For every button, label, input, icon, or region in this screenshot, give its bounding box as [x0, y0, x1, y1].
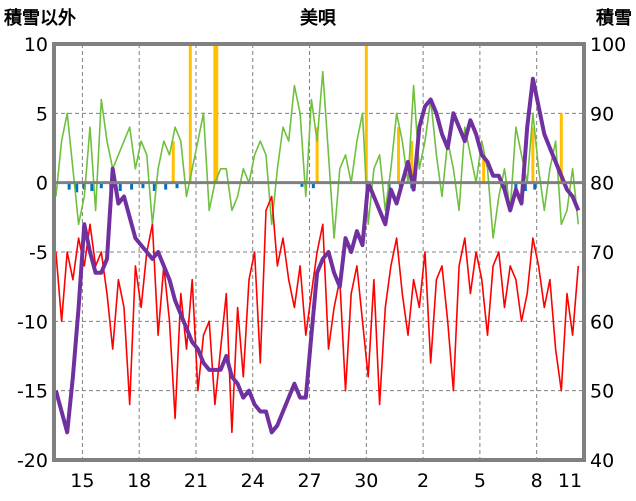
x-tick-label: 15: [70, 470, 94, 492]
right-tick-label: 80: [590, 173, 614, 195]
precip-bar: [75, 182, 79, 193]
x-tick-label: 11: [558, 470, 582, 492]
snowfall-bar: [482, 154, 486, 183]
chart-title: 美唄: [300, 7, 336, 29]
plot-frame: [52, 42, 586, 462]
precip-bar: [99, 182, 103, 189]
precip-bar: [533, 182, 537, 190]
x-tick-label: 2: [417, 470, 429, 492]
precip-bar: [82, 182, 86, 190]
precip-bar: [514, 182, 518, 190]
precip-bar: [118, 182, 122, 191]
left-tick-label: 0: [36, 173, 48, 195]
grid-layer: [54, 43, 584, 461]
snowfall-bar: [559, 113, 563, 183]
left-tick-label: 5: [36, 103, 48, 125]
precip-bar: [523, 182, 527, 191]
x-tick-label: 24: [241, 470, 265, 492]
precip-bar: [141, 182, 145, 189]
x-tick-label: 8: [531, 470, 543, 492]
right-tick-label: 60: [590, 311, 614, 333]
right-tick-label: 70: [590, 242, 614, 264]
left-tick-label: -20: [17, 450, 48, 472]
left-axis-title: 積雪以外: [3, 7, 76, 29]
x-tick-label: 18: [127, 470, 151, 492]
snowfall-bar: [397, 127, 400, 183]
right-axis-title: 積雪: [595, 7, 632, 29]
snowfall-bar: [188, 44, 192, 183]
snowfall-bar: [171, 141, 175, 183]
left-tick-label: -5: [29, 242, 48, 264]
x-tick-label: 30: [354, 470, 378, 492]
left-tick-label: 10: [24, 34, 48, 56]
precip-bar: [311, 182, 315, 189]
snowfall-bar: [315, 127, 319, 183]
x-tick-label: 5: [474, 470, 486, 492]
left-tick-label: -15: [17, 381, 48, 403]
precip-bar: [130, 182, 134, 190]
precip-bar: [67, 182, 71, 190]
precip-bar: [164, 182, 168, 190]
precip-bar: [152, 182, 156, 191]
right-tick-label: 90: [590, 103, 614, 125]
x-tick-label: 27: [297, 470, 321, 492]
x-tick-label: 21: [184, 470, 208, 492]
right-tick-label: 40: [590, 450, 614, 472]
snowfall-bar: [531, 127, 535, 183]
precip-bar: [175, 182, 179, 189]
line-layer: [53, 70, 581, 435]
right-tick-label: 50: [590, 381, 614, 403]
precip-bar: [300, 182, 304, 187]
tick-layer: 10 100 5 90 0 80 -5 70 -10 60 -15 50 -20 40 15 18 21 24 27…: [17, 34, 626, 492]
snowfall-bar: [410, 141, 414, 183]
left-tick-label: -10: [17, 311, 48, 333]
snowfall-bar: [364, 44, 368, 183]
right-tick-label: 100: [590, 34, 626, 56]
snowfall-bar: [215, 44, 219, 183]
frame-layer: [52, 42, 586, 462]
precip-bar: [90, 182, 94, 191]
